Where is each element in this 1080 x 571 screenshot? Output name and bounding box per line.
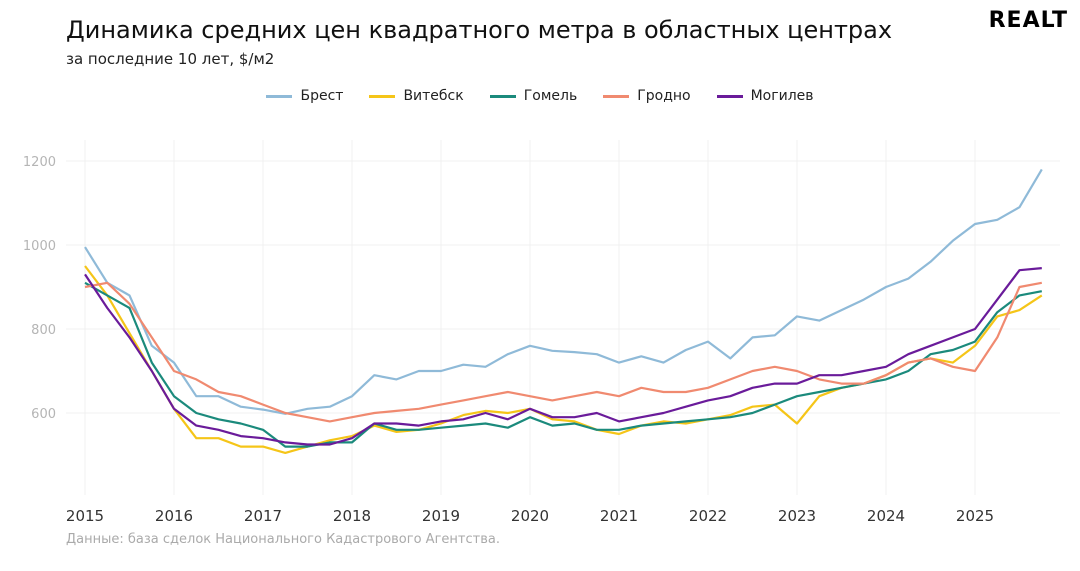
legend-label: Брест [300, 88, 344, 104]
legend-item-mogilev: Могилев [716, 88, 814, 104]
y-tick-label: 800 [31, 323, 56, 338]
x-tick-label: 2019 [422, 507, 460, 525]
legend-swatch [369, 94, 396, 98]
chart-subtitle: за последние 10 лет, $/м2 [66, 50, 275, 68]
x-tick-label: 2016 [155, 507, 193, 525]
y-tick-label: 1200 [23, 155, 56, 170]
legend-label: Гродно [637, 88, 691, 104]
series-line-0 [84, 168, 1043, 415]
x-tick-label: 2018 [333, 507, 371, 525]
legend-label: Гомель [523, 88, 578, 104]
legend-item-gomel: Гомель [489, 88, 578, 104]
x-tick-label: 2022 [689, 507, 727, 525]
legend-label: Витебск [403, 88, 464, 104]
legend-swatch [266, 94, 293, 98]
x-tick-label: 2015 [66, 507, 104, 525]
source-caption: Данные: база сделок Национального Кадаст… [66, 532, 500, 547]
x-tick-label: 2024 [867, 507, 905, 525]
legend-item-brest: Брест [266, 88, 343, 104]
y-tick-label: 600 [31, 407, 56, 422]
legend-item-grodno: Гродно [603, 88, 691, 104]
realt-logo: REALT [988, 8, 1068, 33]
x-tick-label: 2025 [956, 507, 994, 525]
legend-item-vitebsk: Витебск [369, 88, 464, 104]
legend-swatch [603, 94, 630, 98]
series-line-3 [84, 281, 1043, 423]
x-tick-label: 2021 [600, 507, 638, 525]
x-tick-label: 2020 [511, 507, 549, 525]
x-tick-label: 2023 [778, 507, 816, 525]
series-line-2 [84, 281, 1043, 448]
y-tick-label: 1000 [23, 239, 56, 254]
series-line-4 [84, 267, 1042, 446]
chart-title: Динамика средних цен квадратного метра в… [66, 16, 893, 44]
legend-label: Могилев [750, 88, 814, 104]
legend-swatch [489, 94, 516, 98]
x-tick-label: 2017 [244, 507, 282, 525]
legend: Брест Витебск Гомель Гродно Могилев [0, 88, 1080, 104]
legend-swatch [716, 94, 743, 98]
